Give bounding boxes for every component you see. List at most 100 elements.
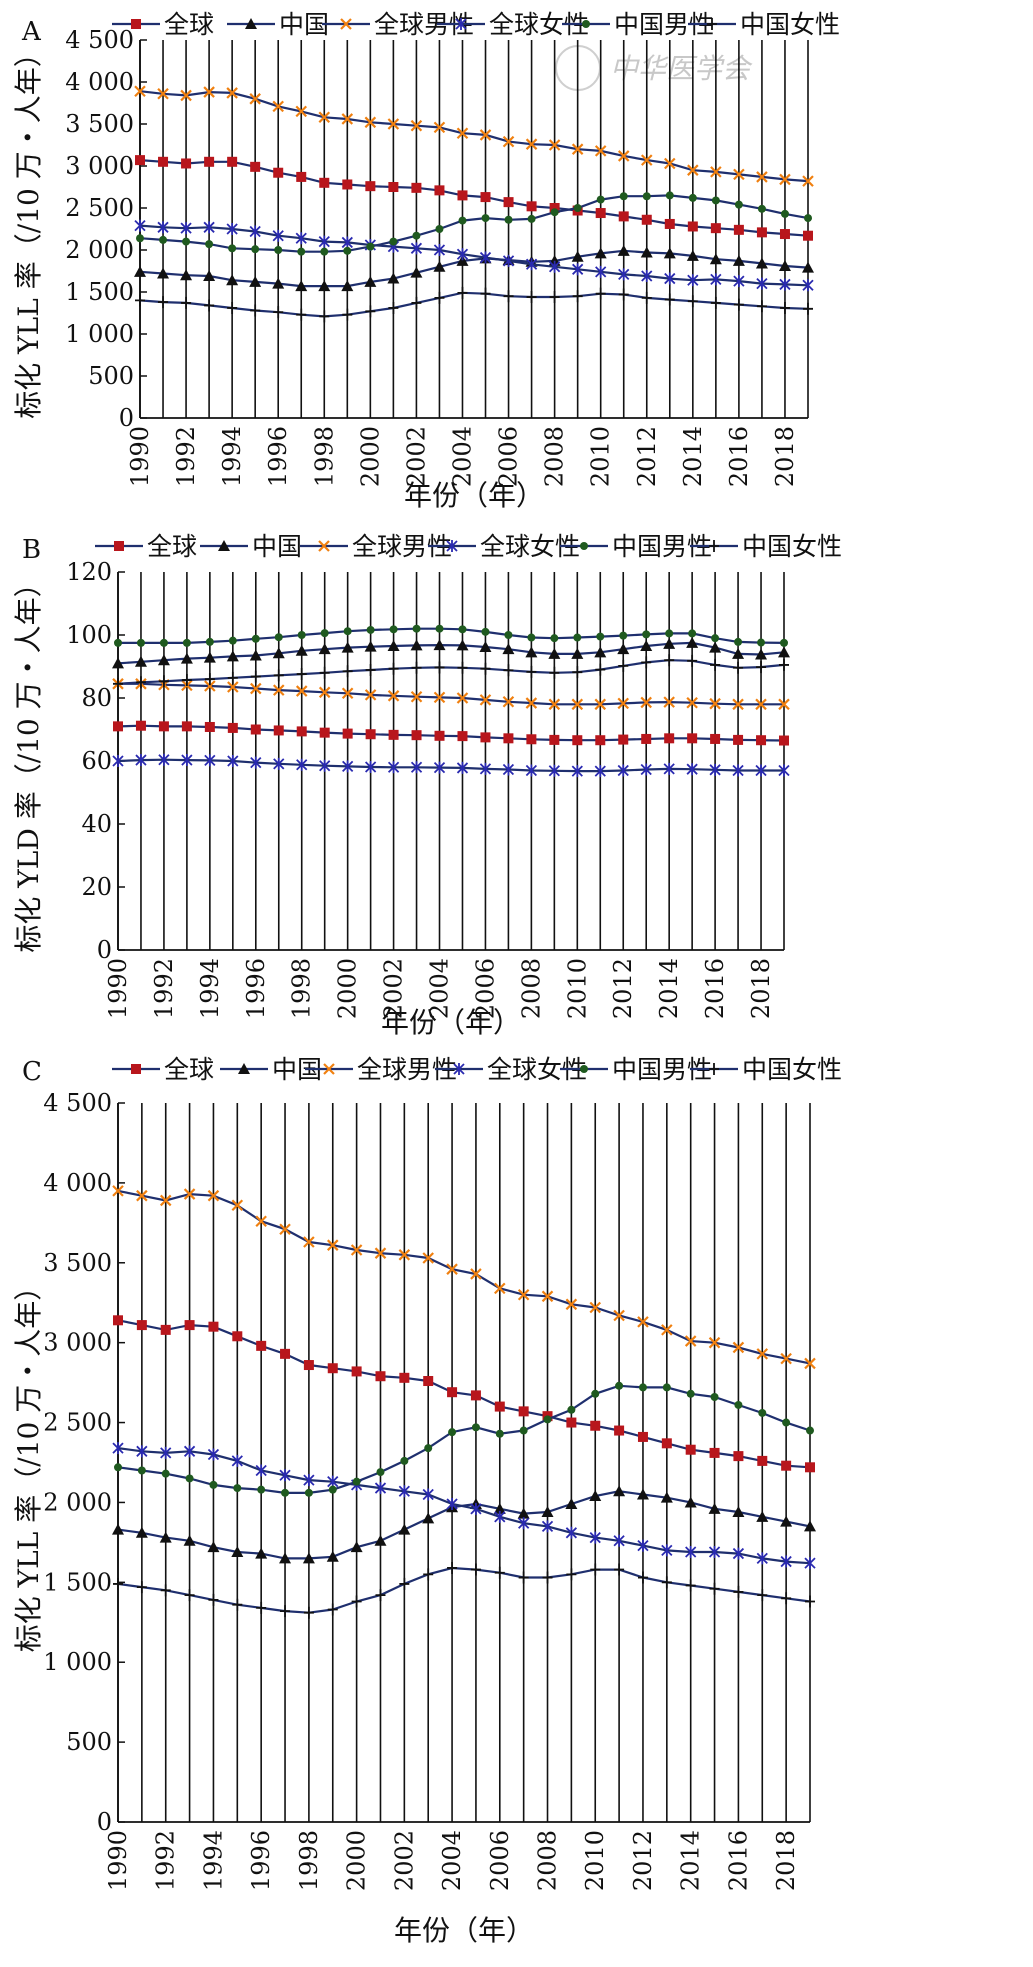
data-point-marker <box>159 1531 172 1543</box>
data-point-marker <box>447 1387 458 1398</box>
data-point-marker <box>326 1550 339 1562</box>
data-point-marker <box>708 1545 721 1558</box>
data-point-marker <box>203 86 215 98</box>
data-point-marker <box>319 759 331 772</box>
data-point-marker <box>573 633 582 642</box>
data-point-marker <box>181 158 192 169</box>
x-tick-label: 2008 <box>517 958 545 1019</box>
data-point-marker <box>158 675 169 688</box>
data-point-marker <box>780 638 788 647</box>
data-point-marker <box>227 681 239 693</box>
data-point-marker <box>273 167 284 178</box>
x-tick-label: 2006 <box>486 1830 514 1891</box>
data-point-marker <box>412 231 421 240</box>
data-point-marker <box>365 729 376 740</box>
data-point-marker <box>232 1598 243 1611</box>
data-point-marker <box>203 270 216 282</box>
data-point-marker <box>549 291 560 304</box>
data-point-marker <box>550 208 559 217</box>
data-point-marker <box>226 274 239 286</box>
series-line <box>117 659 785 685</box>
data-point-marker <box>434 185 445 196</box>
data-point-marker <box>255 1464 267 1477</box>
data-point-marker <box>640 763 652 776</box>
data-point-marker <box>135 294 145 307</box>
data-point-marker <box>503 664 514 677</box>
data-point-marker <box>642 630 651 639</box>
data-point-marker <box>457 731 468 742</box>
data-point-marker <box>256 1340 267 1351</box>
data-point-marker <box>159 235 168 244</box>
data-point-marker <box>374 1534 387 1546</box>
x-tick-label: 1994 <box>196 958 224 1019</box>
data-point-marker <box>637 1316 649 1328</box>
data-point-marker <box>640 154 653 166</box>
data-point-marker <box>112 1185 124 1197</box>
data-point-marker <box>182 638 191 647</box>
data-point-marker <box>233 1484 242 1493</box>
x-tick-label: 1998 <box>310 426 338 487</box>
data-point-marker <box>619 192 628 201</box>
data-point-marker <box>756 227 767 238</box>
data-point-marker <box>757 1589 768 1602</box>
data-point-marker <box>352 1477 361 1486</box>
data-point-marker <box>687 274 699 287</box>
data-point-marker <box>543 1415 552 1424</box>
data-point-marker <box>158 753 170 766</box>
data-point-marker <box>779 301 790 314</box>
data-point-marker <box>320 629 329 638</box>
data-point-marker <box>802 261 814 273</box>
data-point-marker <box>710 273 722 286</box>
data-point-marker <box>758 1408 767 1417</box>
data-point-marker <box>350 1244 363 1256</box>
data-point-marker <box>250 756 262 769</box>
data-point-marker <box>733 275 745 288</box>
x-tick-label: 2002 <box>390 1830 418 1891</box>
data-point-marker <box>664 733 675 744</box>
data-point-marker <box>399 1372 410 1383</box>
data-point-marker <box>518 1571 529 1584</box>
data-point-marker <box>422 1488 434 1501</box>
data-point-marker <box>685 1444 696 1455</box>
legend-label: 中国女性 <box>740 10 840 39</box>
y-tick-label: 500 <box>88 362 134 390</box>
data-point-marker <box>614 1425 625 1436</box>
data-point-marker <box>303 1474 315 1487</box>
data-point-marker <box>319 727 330 738</box>
data-point-marker <box>595 208 606 219</box>
data-point-marker <box>319 177 330 188</box>
data-point-marker <box>778 646 790 658</box>
data-point-marker <box>364 689 377 701</box>
data-point-marker <box>135 1526 148 1538</box>
data-point-marker <box>250 724 261 735</box>
data-point-marker <box>663 247 676 259</box>
data-point-marker <box>803 230 813 241</box>
x-tick-label: 1994 <box>199 1830 227 1891</box>
chart-panel-a: A 0 500 1 000 1 500 2 000 2 500 3 000 3 500 4 000… <box>12 10 840 512</box>
data-point-marker <box>295 232 307 245</box>
data-point-marker <box>779 278 791 291</box>
data-point-marker <box>112 657 124 669</box>
data-point-marker <box>805 1595 815 1608</box>
data-point-marker <box>350 1541 363 1553</box>
y-tick-label: 100 <box>66 621 112 649</box>
data-point-marker <box>183 1188 196 1200</box>
data-point-marker <box>456 127 469 140</box>
data-point-marker <box>279 1469 291 1482</box>
data-point-marker <box>434 291 445 304</box>
data-point-marker <box>280 1348 291 1359</box>
data-point-marker <box>158 296 169 309</box>
legend-marker <box>709 540 719 552</box>
x-tick-label: 1990 <box>104 1830 132 1891</box>
data-point-marker <box>661 1576 672 1589</box>
x-tick-label: 1996 <box>242 958 270 1019</box>
data-point-marker <box>665 629 674 638</box>
data-point-marker <box>565 1526 578 1539</box>
data-point-marker <box>411 182 422 193</box>
data-point-marker <box>661 1324 673 1336</box>
data-point-marker <box>136 1581 147 1594</box>
data-point-marker <box>180 222 192 235</box>
y-tick-label: 60 <box>81 747 112 775</box>
data-point-marker <box>780 1555 792 1568</box>
x-tick-label: 2014 <box>677 1830 705 1891</box>
